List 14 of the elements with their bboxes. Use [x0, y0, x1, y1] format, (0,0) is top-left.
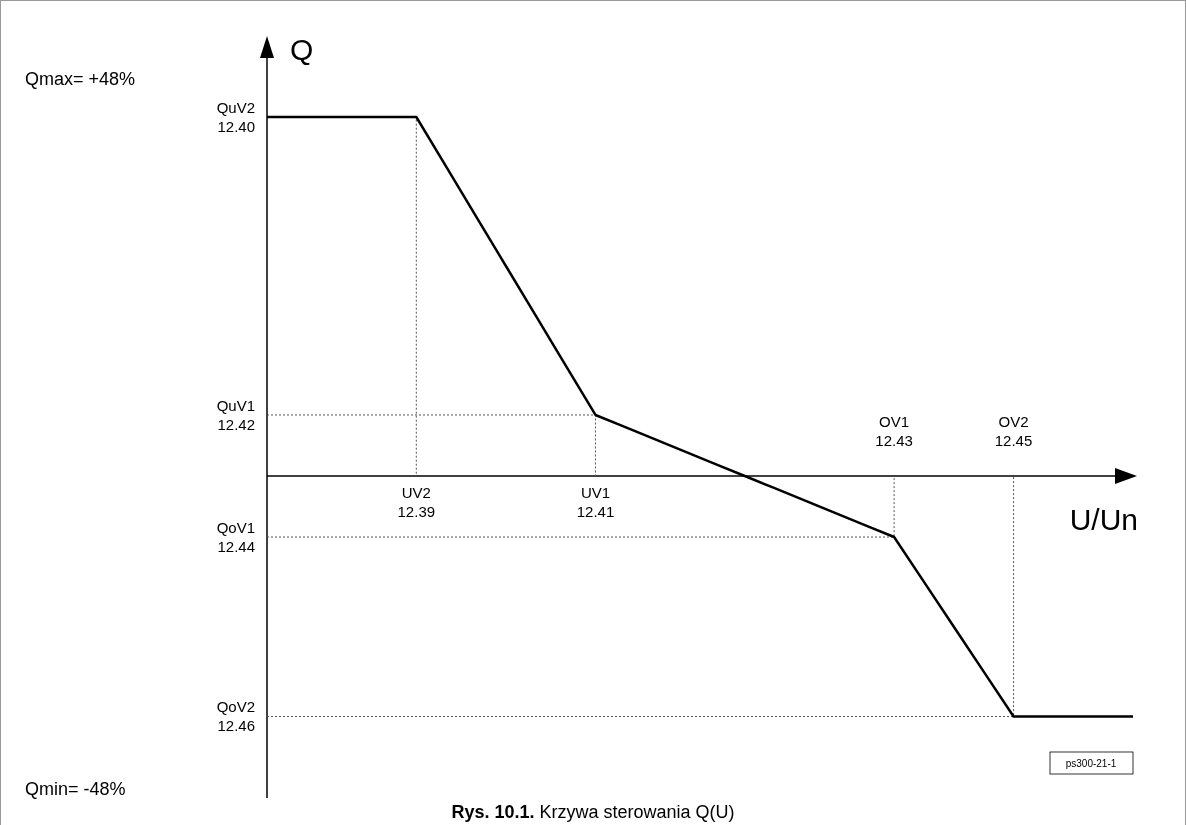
text: Qmin= -48% — [25, 779, 126, 799]
annotation: QuV2 12.40 — [216, 98, 255, 135]
annotation: OV2 12.45 — [994, 413, 1033, 449]
text: ps300-21-1 — [1065, 758, 1117, 769]
text: Qmax= +48% — [25, 69, 136, 89]
annotation: QoV1 12.44 — [216, 518, 255, 555]
y-axis-title: Q — [290, 33, 314, 66]
annotation: QuV1 12.42 — [216, 396, 255, 433]
text: Rys. 10.1. Krzywa sterowania Q(U) — [451, 802, 735, 822]
annotation: QoV2 12.46 — [216, 698, 255, 735]
annotation: OV1 12.43 — [875, 413, 913, 449]
annotation: UV2 12.39 — [397, 484, 436, 520]
x-axis-title: U/Un — [1069, 503, 1138, 536]
annotation: UV1 12.41 — [576, 484, 615, 520]
